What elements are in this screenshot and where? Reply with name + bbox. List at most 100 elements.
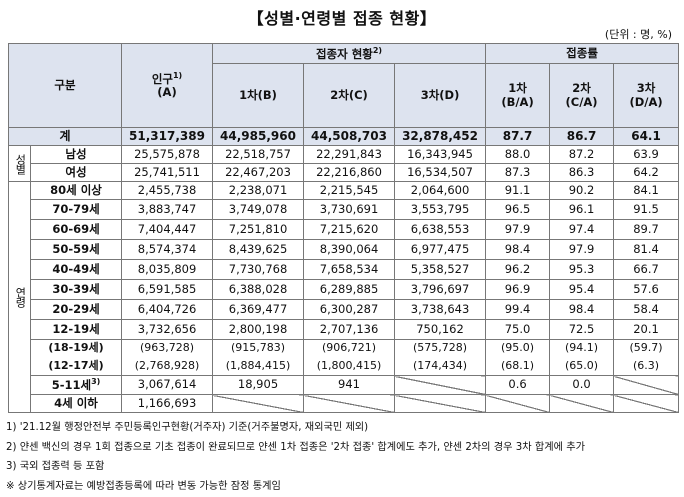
cell-r3: 91.5 <box>613 199 680 220</box>
cell-a: 2,455,738 <box>121 181 214 200</box>
footnote: 1) '21.12월 행정안전부 주민등록인구현황(거주자) 기준(거주불명자,… <box>6 422 369 433</box>
header-group: 구분 <box>7 43 123 128</box>
cell-d: (575,728) <box>394 339 487 358</box>
cell-b: 3,749,078 <box>212 199 305 220</box>
cell-r2: 87.2 <box>549 145 615 164</box>
cell-b: 2,238,071 <box>212 181 305 200</box>
cell-r3: 66.7 <box>613 259 680 280</box>
table-row: 12-19세 3,732,656 2,800,198 2,707,136 750… <box>9 319 680 340</box>
cell-d: 6,638,553 <box>394 219 487 240</box>
age-side-label: 연령 <box>8 181 31 413</box>
cell-r1: 91.1 <box>485 181 551 200</box>
cell-r2: 95.4 <box>549 279 615 300</box>
cell-r2: 97.9 <box>549 239 615 260</box>
header-vaccinated: 접종자 현황2) <box>212 43 487 64</box>
empty-slash-cell <box>303 394 396 413</box>
total-c: 44,508,703 <box>303 127 396 146</box>
total-label: 계 <box>7 127 123 146</box>
row-label: 5-11세3) <box>29 375 123 395</box>
cell-d: 16,534,507 <box>394 163 487 182</box>
cell-r1: 87.3 <box>485 163 551 182</box>
cell-r2: (94.1) <box>549 339 615 358</box>
cell-b: 7,251,810 <box>212 219 305 240</box>
header-rate3-bot: (D/A) <box>629 94 663 109</box>
cell-r1: (95.0) <box>485 339 551 358</box>
row-label: 30-39세 <box>29 279 123 300</box>
total-b: 44,985,960 <box>212 127 305 146</box>
empty-slash-cell <box>212 394 305 413</box>
cell-a: 8,574,374 <box>121 239 214 260</box>
empty-slash-cell <box>549 394 615 413</box>
cell-d: 3,738,643 <box>394 299 487 320</box>
unit-label: (단위 : 명, %) <box>604 28 672 41</box>
cell-b: (915,783) <box>212 339 305 358</box>
total-r1: 87.7 <box>485 127 551 146</box>
cell-r3: (59.7) <box>613 339 680 358</box>
cell-d: 3,796,697 <box>394 279 487 300</box>
total-r2: 86.7 <box>549 127 615 146</box>
cell-c: 6,300,287 <box>303 299 396 320</box>
footnote: ※ 상기통계자료는 예방접종등록에 따라 변동 가능한 잠정 통계임 <box>6 480 281 492</box>
cell-r1: 75.0 <box>485 319 551 340</box>
cell-d: (174,434) <box>394 357 487 376</box>
cell-r3: 63.9 <box>613 145 680 164</box>
cell-a: 7,404,447 <box>121 219 214 240</box>
cell-r1: 97.9 <box>485 219 551 240</box>
row-label: 40-49세 <box>29 259 123 280</box>
row-label: 50-59세 <box>29 239 123 260</box>
cell-a: 25,741,511 <box>121 163 214 182</box>
total-r3: 64.1 <box>613 127 680 146</box>
cell-a: (2,768,928) <box>121 357 214 376</box>
header-rate3-top: 3차 <box>636 81 656 96</box>
cell-r1: 99.4 <box>485 299 551 320</box>
table-row: 여성 25,741,511 22,467,203 22,216,860 16,5… <box>9 163 680 182</box>
cell-r3: 64.2 <box>613 163 680 182</box>
cell-b: 2,800,198 <box>212 319 305 340</box>
cell-a: 8,035,809 <box>121 259 214 280</box>
cell-r2: 0.0 <box>549 375 615 395</box>
cell-r3: 84.1 <box>613 181 680 200</box>
header-rate2-top: 2차 <box>572 81 591 96</box>
cell-a: 3,883,747 <box>121 199 214 220</box>
header-row-2: 1차(B) 2차(C) 3차(D) 1차 (B/A) 2차 (C/A) 3차 (D/A… <box>9 63 680 128</box>
total-d: 32,878,452 <box>394 127 487 146</box>
cell-a: 1,166,693 <box>121 394 214 413</box>
cell-b: 22,518,757 <box>212 145 305 164</box>
cell-c: 22,291,843 <box>303 145 396 164</box>
table-row: 60-69세 7,404,447 7,251,810 7,215,620 6,6… <box>9 219 680 240</box>
row-label: 남성 <box>29 145 123 164</box>
header-vaccinated-label: 접종자 현황 <box>315 46 373 61</box>
cell-r1: 96.2 <box>485 259 551 280</box>
kids-label: 5-11세 <box>51 378 92 393</box>
table-row: 50-59세 8,574,374 8,439,625 8,390,064 6,9… <box>9 239 680 260</box>
cell-r3: 57.6 <box>613 279 680 300</box>
cell-b: 18,905 <box>212 375 305 395</box>
cell-a: 6,591,585 <box>121 279 214 300</box>
cell-r1: 88.0 <box>485 145 551 164</box>
cell-r1: (68.1) <box>485 357 551 376</box>
header-population-sup: 1) <box>172 71 183 81</box>
row-label: 4세 이하 <box>29 394 123 413</box>
cell-a: 3,732,656 <box>121 319 214 340</box>
cell-d: 5,358,527 <box>394 259 487 280</box>
cell-r2: 86.3 <box>549 163 615 182</box>
empty-slash-cell <box>394 375 487 395</box>
footnote: 2) 얀센 백신의 경우 1회 접종으로 기초 접종이 완료되므로 얀센 1차 … <box>6 441 585 453</box>
table-row: (18-19세) (963,728) (915,783) (906,721) (… <box>9 339 680 358</box>
cell-r1: 96.9 <box>485 279 551 300</box>
cell-r3: 58.4 <box>613 299 680 320</box>
cell-c: (1,800,415) <box>303 357 396 376</box>
table-title: 【성별·연령별 접종 현황】 <box>247 9 437 28</box>
row-label: (18-19세) <box>29 339 123 358</box>
header-rate3: 3차 (D/A) <box>613 63 680 128</box>
cell-a: 3,067,614 <box>121 375 214 395</box>
header-vaccinated-sup: 2) <box>372 45 383 55</box>
header-rate2: 2차 (C/A) <box>549 63 615 128</box>
cell-d: 6,977,475 <box>394 239 487 260</box>
header-dose1: 1차(B) <box>212 63 305 128</box>
cell-b: 7,730,768 <box>212 259 305 280</box>
cell-c: 7,658,534 <box>303 259 396 280</box>
row-label: 12-19세 <box>29 319 123 340</box>
cell-b: 6,388,028 <box>212 279 305 300</box>
table-row: 70-79세 3,883,747 3,749,078 3,730,691 3,5… <box>9 199 680 220</box>
